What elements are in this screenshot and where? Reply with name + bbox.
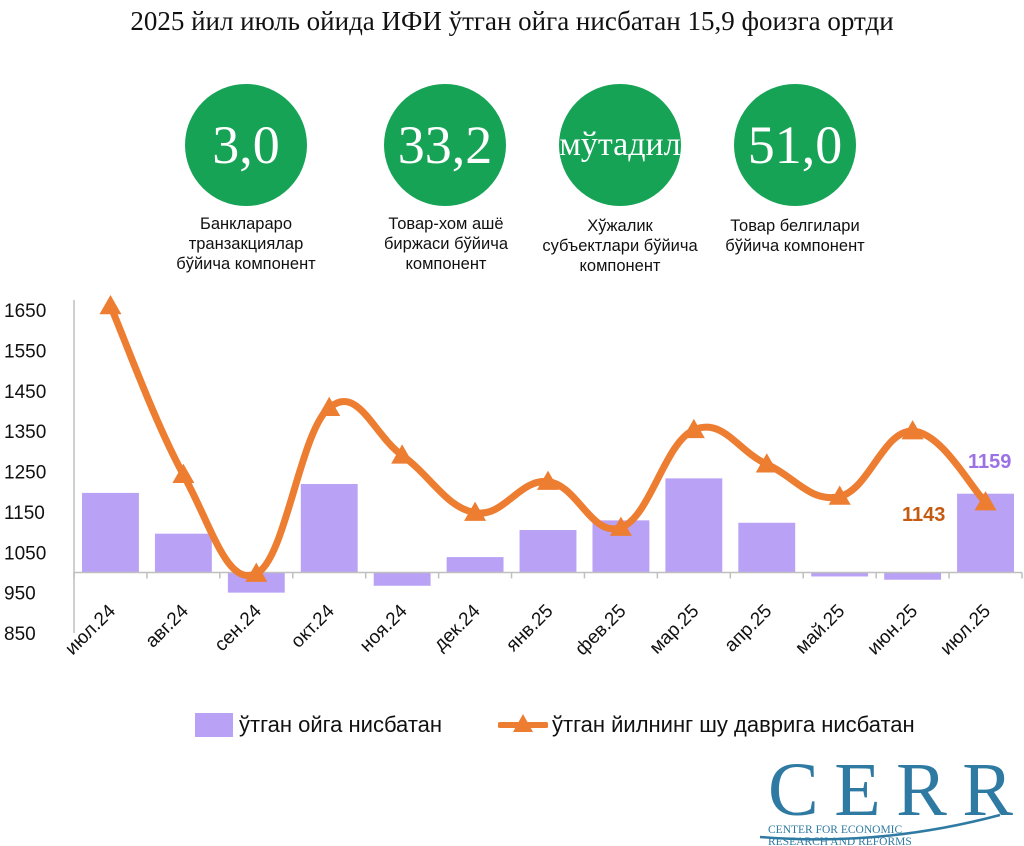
bar (373, 572, 431, 586)
component-circle-exchange: 33,2 (384, 84, 506, 206)
line-marker (901, 420, 924, 440)
x-tick-label: дек.24 (430, 600, 485, 655)
line-marker (172, 463, 195, 483)
component-label-trademarks: Товар белгилари бўйича компонент (725, 217, 865, 255)
component-label-business: Хўжалик субъектлари бўйича компонент (542, 217, 698, 275)
line-marker (537, 470, 559, 490)
x-tick-label: сен.24 (211, 600, 266, 655)
bar (154, 533, 212, 573)
annotation-bar-value: 1159 (968, 451, 1011, 473)
line-marker (974, 491, 997, 511)
y-tick-label: 1650 (4, 301, 46, 322)
bar (811, 572, 869, 577)
logo-line1: CENTER FOR ECONOMIC (768, 824, 903, 836)
legend-bar-label: ўтган ойга нисбатан (239, 712, 443, 737)
bar (82, 492, 139, 573)
bar (300, 484, 358, 573)
y-tick-label: 1550 (4, 341, 46, 362)
y-tick-label: 1350 (4, 422, 46, 443)
line-marker (464, 501, 487, 521)
legend-line-label: ўтган йилнинг шу даврига нисбатан (552, 712, 915, 737)
bar (738, 522, 796, 573)
line-marker (99, 294, 122, 315)
x-tick-label: окт.24 (287, 600, 339, 652)
bar (665, 478, 723, 573)
legend-bar-swatch (195, 713, 233, 737)
component-circle-trademarks: 51,0 (734, 84, 856, 206)
x-tick-label: июл.24 (61, 600, 120, 659)
legend-bar: ўтган ойга нисбатан (195, 712, 442, 738)
bar (884, 572, 942, 580)
y-tick-label: 950 (4, 584, 36, 605)
line-marker (609, 516, 632, 536)
x-tick-label: авг.24 (142, 600, 194, 652)
legend-line: ўтган йилнинг шу даврига нисбатан (498, 712, 915, 738)
line-marker (245, 562, 268, 582)
line-marker (682, 418, 705, 439)
x-tick-label: ноя.24 (356, 600, 412, 656)
logo-text: CERR (768, 755, 1013, 832)
line-marker (318, 396, 341, 416)
line-marker (828, 485, 851, 505)
cerr-logo: CERR CENTER FOR ECONOMIC RESEARCH AND RE… (760, 755, 1013, 846)
legend-line-swatch (498, 714, 548, 732)
x-tick-label: май.25 (791, 601, 849, 659)
line-marker (755, 453, 778, 473)
y-tick-label: 1250 (4, 463, 46, 484)
annotation-line-value: 1143 (902, 504, 945, 526)
y-tick-label: 850 (4, 624, 36, 645)
x-tick-label: мар.25 (646, 601, 704, 659)
x-tick-label: июн.25 (864, 601, 923, 660)
x-tick-label: янв.25 (502, 601, 557, 656)
chart-title: 2025 йил июль ойида ИФИ ўтган ойга нисба… (130, 6, 894, 36)
x-tick-label: апр.25 (721, 601, 777, 657)
x-tick-label: июл.25 (936, 601, 995, 660)
component-circle-interbank: 3,0 (185, 84, 307, 206)
logo-line2: RESEARCH AND REFORMS (768, 836, 912, 846)
component-label-interbank: Банклараро транзакциялар бўйича компонен… (176, 215, 316, 273)
y-tick-label: 1450 (4, 382, 46, 403)
component-circle-business: мўтадил (559, 84, 681, 206)
bar (519, 530, 577, 573)
line-marker (391, 444, 414, 464)
component-label-exchange: Товар-хом ашё биржаси бўйича компонент (383, 215, 509, 273)
x-tick-label: фев.25 (571, 601, 630, 660)
y-tick-label: 1050 (4, 543, 46, 564)
y-tick-label: 1150 (4, 503, 45, 524)
bar (446, 557, 504, 573)
